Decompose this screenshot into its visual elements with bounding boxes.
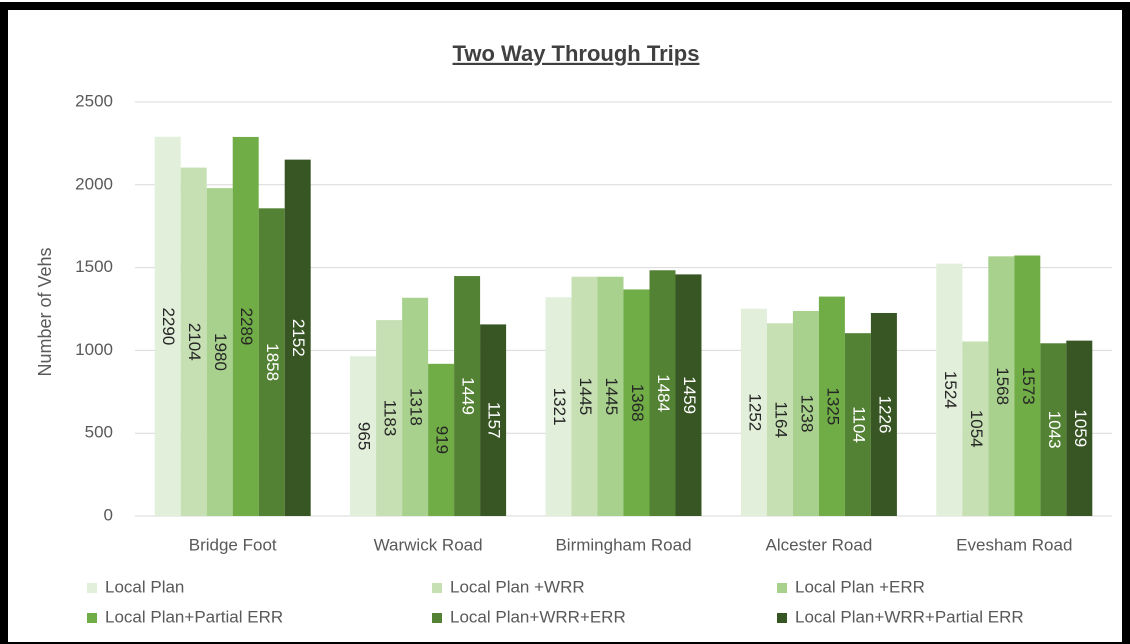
value-label: 1368 — [628, 384, 647, 422]
legend-label: Local Plan+WRR+ERR — [450, 607, 626, 626]
bar — [1066, 340, 1093, 516]
legend-label: Local Plan +ERR — [795, 577, 925, 596]
x-tick-label: Warwick Road — [374, 535, 483, 554]
value-label: 1183 — [381, 400, 400, 437]
bar — [988, 256, 1015, 516]
x-tick-label: Alcester Road — [766, 535, 873, 554]
value-label: 1226 — [875, 396, 894, 434]
legend-label: Local Plan — [105, 577, 184, 596]
value-label: 1252 — [745, 393, 764, 431]
value-label: 1524 — [941, 371, 960, 409]
y-tick-label: 500 — [85, 423, 113, 442]
legend-swatch — [777, 613, 787, 623]
bar — [376, 320, 403, 516]
bar — [740, 308, 767, 516]
value-label: 1568 — [993, 367, 1012, 405]
y-tick-label: 0 — [104, 505, 113, 524]
bar — [936, 263, 963, 516]
value-label: 965 — [355, 422, 374, 450]
bar — [232, 136, 259, 517]
bar — [1040, 343, 1067, 516]
value-label: 1325 — [823, 387, 842, 425]
bar — [597, 276, 624, 516]
value-label: 1980 — [211, 333, 230, 371]
value-label: 1054 — [967, 410, 986, 448]
value-label: 1321 — [550, 388, 569, 426]
bar — [206, 188, 233, 516]
value-label: 1484 — [654, 374, 673, 412]
bar — [180, 167, 207, 516]
bar — [766, 323, 793, 516]
bar — [962, 341, 989, 516]
bar — [844, 333, 871, 516]
bar — [870, 312, 897, 516]
value-label: 1104 — [849, 406, 868, 443]
bar — [480, 324, 507, 516]
bar — [284, 159, 311, 517]
bar — [818, 296, 845, 516]
bar — [454, 276, 481, 516]
legend-label: Local Plan+WRR+Partial ERR — [795, 607, 1024, 626]
bar — [545, 297, 572, 516]
bar — [402, 297, 429, 516]
x-tick-label: Bridge Foot — [189, 535, 277, 554]
value-label: 2289 — [237, 308, 256, 346]
value-label: 1573 — [1019, 367, 1038, 405]
bar — [623, 289, 650, 516]
value-label: 1164 — [771, 401, 790, 438]
legend-swatch — [777, 583, 787, 593]
value-label: 1445 — [602, 377, 621, 415]
legend-swatch — [87, 613, 97, 623]
value-label: 1157 — [485, 402, 504, 439]
value-label: 919 — [433, 426, 452, 454]
legend-label: Local Plan+Partial ERR — [105, 607, 283, 626]
value-label: 1043 — [1045, 411, 1064, 449]
y-tick-label: 2500 — [75, 91, 113, 110]
x-tick-label: Evesham Road — [956, 535, 1072, 554]
value-label: 2152 — [289, 319, 308, 357]
legend-swatch — [432, 583, 442, 593]
y-tick-label: 1000 — [75, 340, 113, 359]
bar — [350, 356, 377, 516]
bar — [154, 136, 181, 516]
value-label: 1459 — [680, 376, 699, 414]
legend-swatch — [87, 583, 97, 593]
value-label: 1449 — [459, 377, 478, 415]
bar — [571, 276, 598, 516]
bar — [675, 274, 702, 516]
y-tick-label: 1500 — [75, 257, 113, 276]
bar — [428, 363, 455, 516]
legend-swatch — [432, 613, 442, 623]
y-tick-label: 2000 — [75, 174, 113, 193]
value-label: 1445 — [576, 377, 595, 415]
legend-label: Local Plan +WRR — [450, 577, 585, 596]
value-label: 2290 — [159, 307, 178, 345]
value-label: 1238 — [797, 395, 816, 433]
value-label: 2104 — [185, 323, 204, 361]
bar — [258, 208, 285, 517]
value-label: 1059 — [1071, 409, 1090, 447]
bar — [1014, 255, 1041, 516]
bar — [792, 310, 819, 516]
value-label: 1318 — [407, 388, 426, 426]
y-axis-label: Number of Vehs — [35, 247, 55, 376]
value-label: 1858 — [263, 343, 282, 381]
bar — [649, 270, 676, 516]
x-tick-label: Birmingham Road — [555, 535, 691, 554]
chart-title: Two Way Through Trips — [453, 41, 700, 66]
